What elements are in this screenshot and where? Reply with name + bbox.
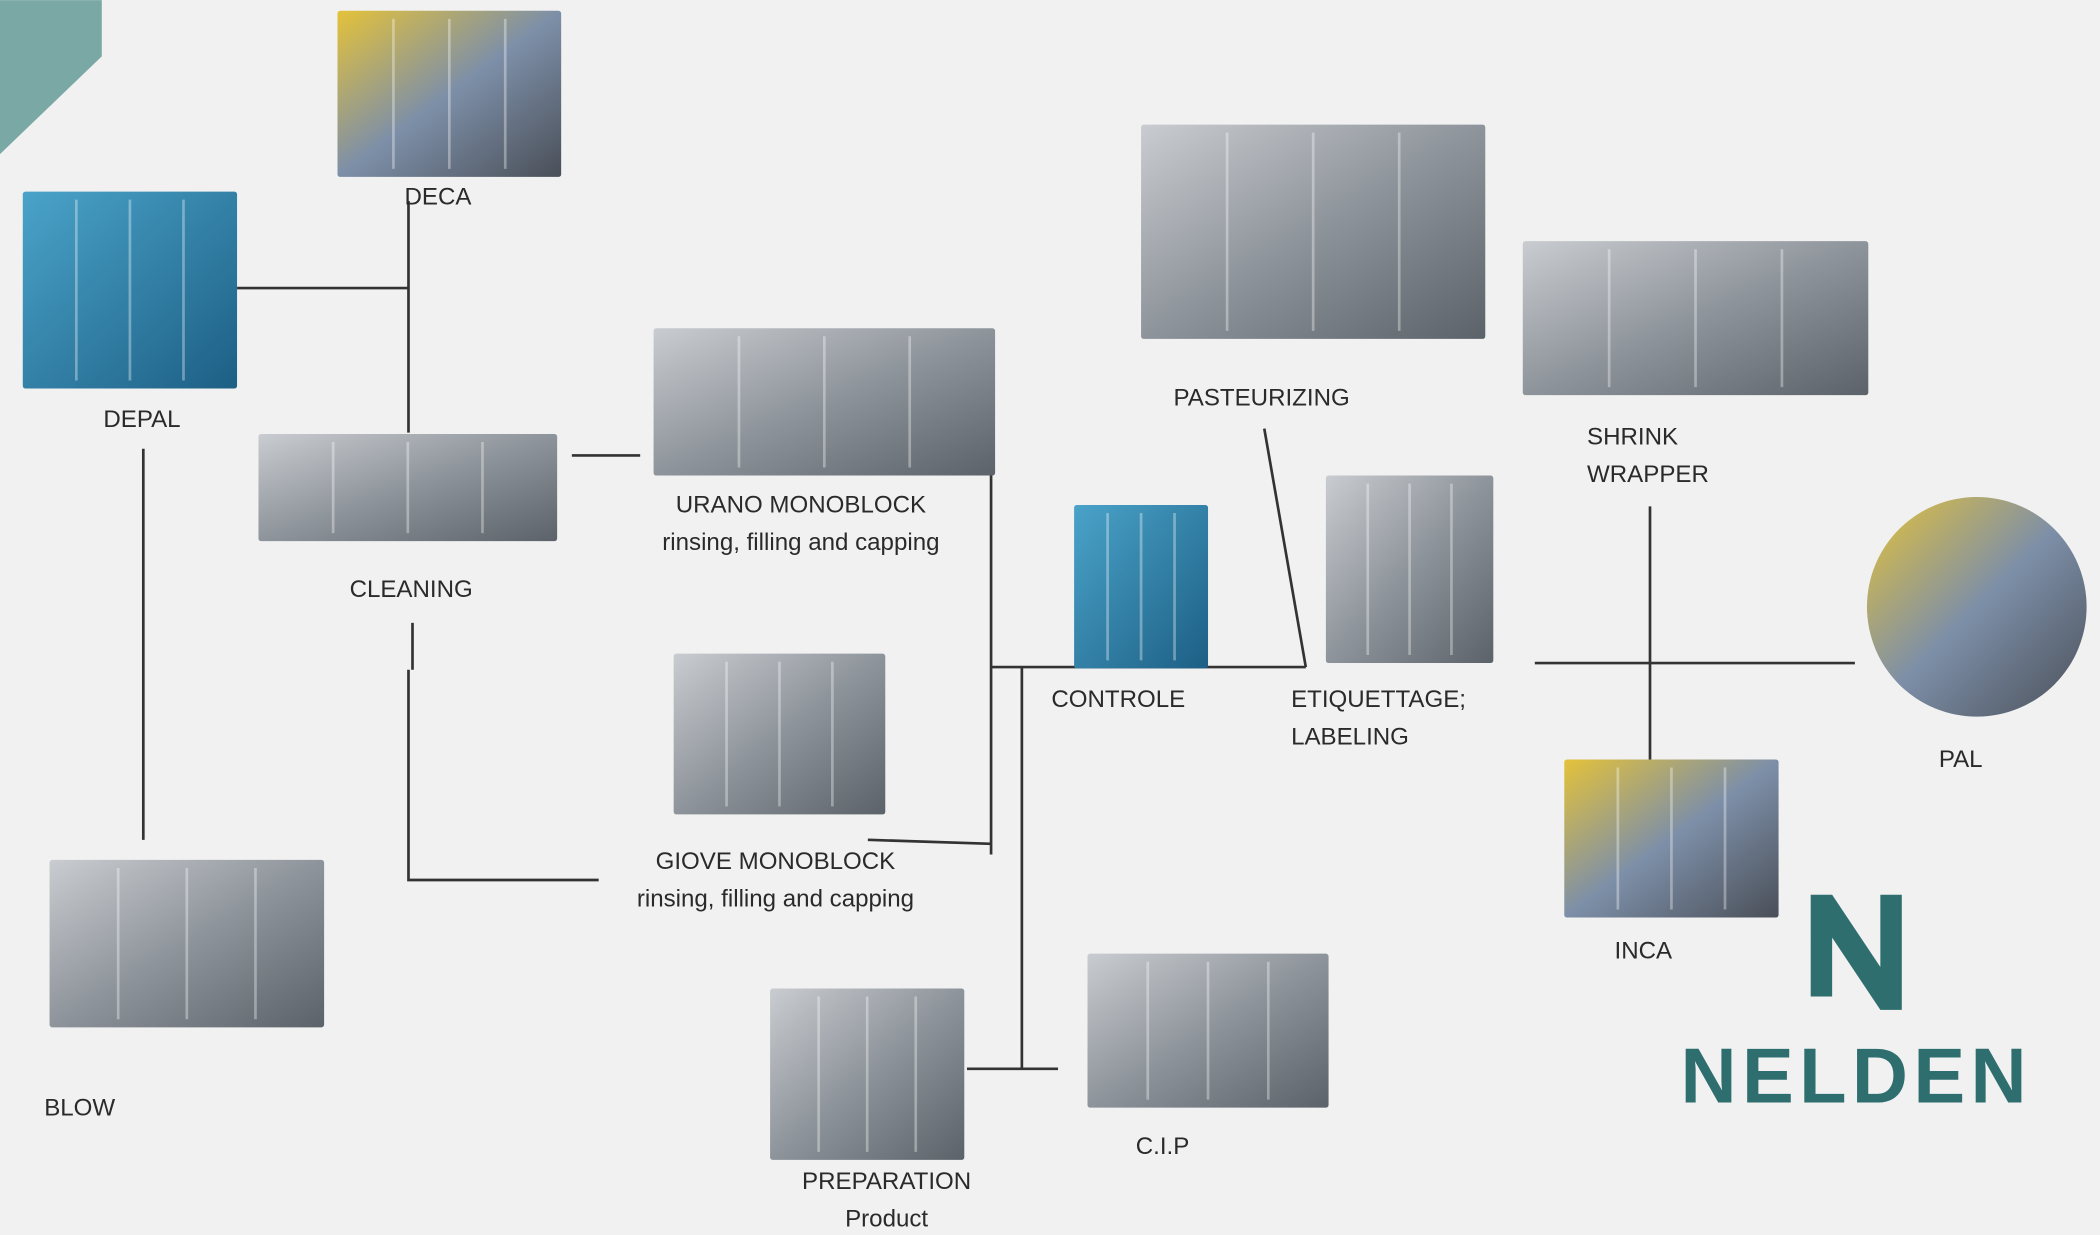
node-label: CLEANING — [350, 576, 473, 603]
node-label: BLOW — [44, 1094, 115, 1121]
node: CONTROLE — [1051, 505, 1208, 713]
node: CLEANING — [258, 434, 557, 603]
node: PAL — [1867, 497, 2087, 773]
node-label: URANO MONOBLOCK — [676, 492, 926, 519]
node: URANO MONOBLOCK rinsing, filling and capp… — [654, 328, 996, 556]
node-sublabel: WRAPPER — [1587, 461, 1709, 488]
corner-decoration — [0, 0, 102, 154]
node: C.I.P — [1088, 954, 1329, 1161]
node-label: PREPARATION — [802, 1168, 971, 1195]
node: ETIQUETTAGE; LABELING — [1291, 476, 1493, 751]
node-sublabel: rinsing, filling and capping — [637, 885, 914, 912]
node: INCA — [1564, 759, 1778, 964]
node-label: ETIQUETTAGE; — [1291, 686, 1466, 713]
node: GIOVE MONOBLOCK rinsing, filling and capp… — [637, 654, 914, 913]
process-diagram: DECA DEPAL CLEANING URANO MONOBLOCK rinsing,… — [0, 0, 2100, 1235]
node-sublabel: Product — [845, 1206, 928, 1233]
robot-photo — [1867, 497, 2087, 717]
node: BLOW — [44, 860, 324, 1121]
node: PREPARATION Product — [770, 988, 971, 1232]
node: PASTEURIZING — [1141, 125, 1485, 412]
node-label: DEPAL — [103, 406, 180, 433]
logo: NELDEN — [1681, 895, 2032, 1120]
node-label: PAL — [1939, 746, 1983, 773]
node-label: GIOVE MONOBLOCK — [656, 848, 896, 875]
node-label: DECA — [404, 184, 472, 211]
node-label: CONTROLE — [1051, 686, 1185, 713]
node-label: PASTEURIZING — [1173, 385, 1349, 412]
node: SHRINK WRAPPER — [1523, 241, 1869, 488]
node-sublabel: rinsing, filling and capping — [662, 529, 939, 556]
node-sublabel: LABELING — [1291, 723, 1409, 750]
logo-text: NELDEN — [1681, 1034, 2032, 1120]
node: DECA — [338, 11, 562, 211]
node: DEPAL — [23, 192, 237, 433]
logo-icon — [1811, 895, 1902, 1010]
node-label: C.I.P — [1136, 1133, 1190, 1160]
node-label: SHRINK — [1587, 423, 1678, 450]
page: DECA DEPAL CLEANING URANO MONOBLOCK rinsing,… — [0, 0, 2100, 1235]
node-label: INCA — [1615, 938, 1673, 965]
